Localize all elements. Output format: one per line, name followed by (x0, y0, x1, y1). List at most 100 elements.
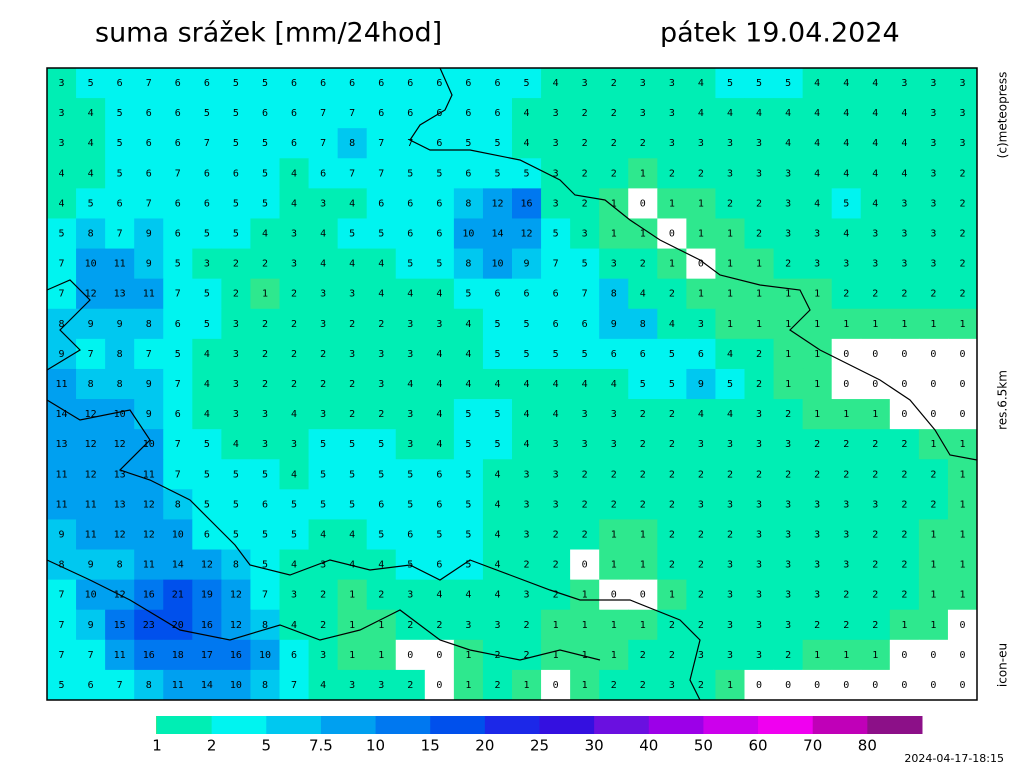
precip-cell (134, 128, 164, 159)
precip-cell (715, 519, 745, 551)
precip-value: 8 (640, 319, 646, 330)
precip-cell (918, 549, 949, 581)
precip-value: 11 (85, 529, 97, 540)
precip-cell (773, 489, 804, 520)
precip-value: 2 (291, 379, 297, 390)
precip-value: 7 (262, 590, 268, 601)
precip-value: 4 (494, 499, 500, 510)
precip-value: 2 (669, 650, 675, 661)
precip-value: 3 (814, 560, 820, 571)
precip-cell (47, 128, 77, 159)
legend-swatch (484, 716, 540, 734)
precip-value: 7 (175, 379, 181, 390)
precip-cell (482, 489, 513, 520)
precip-cell (76, 308, 106, 340)
precip-cell (657, 158, 687, 189)
precip-cell (599, 459, 629, 490)
precip-value: 2 (901, 439, 907, 450)
precip-value: 5 (233, 469, 239, 480)
precip-cell (134, 429, 164, 460)
precip-value: 0 (930, 379, 936, 390)
precip-cell (831, 188, 862, 219)
precip-cell (628, 278, 658, 310)
precip-cell (715, 218, 745, 250)
precip-value: 3 (698, 439, 704, 450)
precip-value: 3 (727, 590, 733, 601)
precip-value: 2 (320, 349, 326, 360)
precip-value: 6 (378, 499, 384, 510)
precip-cell (279, 308, 310, 340)
precip-cell (192, 248, 222, 280)
precip-cell (773, 98, 804, 129)
precip-value: 2 (378, 590, 384, 601)
precip-value: 4 (814, 138, 820, 149)
precip-value: 5 (204, 469, 210, 480)
precip-value: 5 (756, 78, 762, 89)
precip-value: 12 (85, 409, 97, 420)
precip-cell (192, 188, 222, 219)
precip-cell (308, 579, 339, 611)
precip-value: 4 (378, 289, 384, 300)
precip-value: 6 (204, 529, 210, 540)
precip-cell (860, 158, 891, 189)
precip-cell (482, 218, 513, 250)
precip-cell (657, 429, 687, 460)
precip-value: 6 (175, 108, 181, 119)
precip-cell (482, 459, 513, 490)
precip-cell (482, 278, 513, 310)
precip-value: 7 (59, 289, 65, 300)
precip-value: 1 (582, 680, 588, 691)
precip-cell (860, 188, 891, 219)
precip-cell (802, 188, 833, 219)
precip-value: 6 (436, 78, 442, 89)
precip-value: 3 (349, 289, 355, 300)
precip-cell (686, 429, 716, 460)
precip-cell (599, 549, 629, 581)
precip-value: 3 (233, 319, 239, 330)
precip-value: 12 (85, 469, 97, 480)
precip-value: 4 (465, 319, 471, 330)
precip-cell (424, 579, 455, 611)
precip-value: 3 (756, 409, 762, 420)
precip-cell (105, 639, 135, 671)
precip-value: 7 (553, 259, 559, 270)
precip-cell (889, 98, 920, 129)
precip-value: 3 (756, 529, 762, 540)
precip-cell (657, 459, 687, 490)
precip-value: 2 (756, 469, 762, 480)
precip-cell (453, 188, 484, 219)
precip-cell (541, 399, 571, 430)
precip-cell (453, 489, 484, 520)
precip-cell (570, 579, 600, 611)
precip-cell (657, 639, 687, 671)
precip-cell (860, 68, 891, 99)
precip-cell (308, 68, 339, 99)
precip-value: 1 (698, 289, 704, 300)
precip-cell (366, 338, 397, 370)
precip-cell (512, 128, 542, 159)
precip-value: 1 (698, 198, 704, 209)
precip-value: 9 (524, 259, 530, 270)
precip-cell (947, 399, 978, 430)
precip-value: 3 (814, 499, 820, 510)
precip-value: 3 (59, 78, 65, 89)
precip-cell (221, 579, 251, 611)
precip-cell (860, 248, 891, 280)
precip-cell (889, 429, 920, 460)
precip-value: 5 (233, 499, 239, 510)
precip-cell (831, 429, 862, 460)
precip-value: 4 (88, 108, 94, 119)
precip-value: 3 (843, 529, 849, 540)
precip-cell (250, 368, 280, 400)
precip-value: 12 (85, 439, 97, 450)
map-frame (46, 67, 978, 701)
precip-cell (773, 549, 804, 581)
precip-cell (570, 188, 600, 219)
precip-value: 5 (494, 138, 500, 149)
precip-value: 1 (640, 529, 646, 540)
precip-value: 3 (872, 229, 878, 240)
precip-value: 3 (640, 108, 646, 119)
legend-swatch (703, 716, 759, 734)
precip-value: 4 (320, 229, 326, 240)
precip-cell (860, 218, 891, 250)
